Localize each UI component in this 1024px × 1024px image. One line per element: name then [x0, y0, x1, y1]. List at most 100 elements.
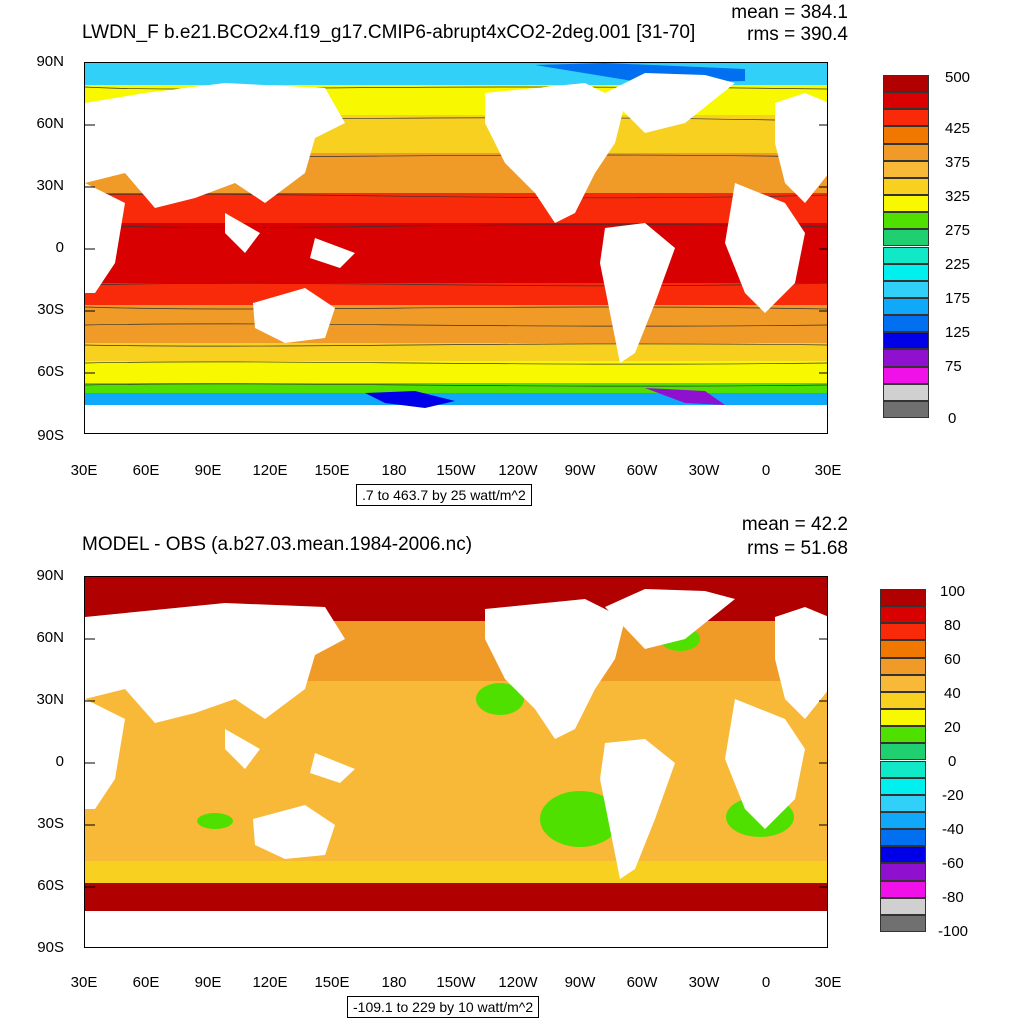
top-ylab-90s: 90S — [37, 427, 64, 444]
bottom-cbar-label-m80: -80 — [942, 889, 964, 906]
bottom-ylab-90s: 90S — [37, 939, 64, 956]
bottom-colorbar-cell — [880, 640, 926, 658]
top-colorbar-cell — [883, 383, 929, 401]
bottom-colorbar-cell — [880, 691, 926, 710]
bottom-xlab-180: 180 — [381, 974, 407, 991]
top-cbar-label-375: 375 — [945, 154, 971, 171]
top-xlab-60e: 60E — [132, 462, 160, 479]
bottom-colorbar-cell — [880, 914, 926, 932]
bottom-cbar-label-60: 60 — [944, 651, 961, 668]
top-ylab-90n: 90N — [36, 53, 64, 70]
bottom-colorbar-cell — [880, 657, 926, 675]
top-colorbar-cell — [883, 297, 929, 316]
bottom-cbar-label-m60: -60 — [942, 855, 964, 872]
bottom-colorbar-cell — [880, 811, 926, 830]
bottom-ylab-30s: 30S — [37, 815, 64, 832]
top-xlab-120e: 120E — [252, 462, 288, 479]
bottom-cbar-label-40: 40 — [944, 685, 961, 702]
bottom-colorbar-cell — [880, 880, 926, 898]
bottom-colorbar-cell — [880, 794, 926, 812]
top-map-field — [85, 63, 827, 433]
top-cbar-label-275: 275 — [945, 222, 971, 239]
top-colorbar-cell — [883, 229, 929, 247]
top-cbar-label-75: 75 — [945, 358, 962, 375]
bottom-cbar-label-0: 0 — [948, 753, 957, 770]
bottom-cbar-label-20: 20 — [944, 719, 961, 736]
top-cbar-label-125: 125 — [945, 324, 971, 341]
top-xlab-120w: 120W — [498, 462, 538, 479]
top-colorbar-cell — [883, 400, 929, 418]
top-colorbar-cell — [883, 246, 929, 264]
bottom-map-field — [85, 577, 827, 947]
bottom-xlab-120e: 120E — [252, 974, 288, 991]
bottom-colorbar-cell — [880, 897, 926, 915]
bottom-ylab-30n: 30N — [36, 691, 64, 708]
bottom-colorbar-cell — [880, 846, 926, 864]
bottom-map-plot — [84, 576, 828, 948]
bottom-xlab-30e: 30E — [70, 974, 98, 991]
top-colorbar-cell — [883, 126, 929, 144]
bottom-xlab-120w: 120W — [498, 974, 538, 991]
top-ylab-60n: 60N — [36, 115, 64, 132]
top-xlab-60w: 60W — [626, 462, 658, 479]
top-xlab-90e: 90E — [194, 462, 222, 479]
bottom-xlab-60w: 60W — [626, 974, 658, 991]
bottom-colorbar-cell — [880, 760, 926, 778]
top-map-plot — [84, 62, 828, 434]
bottom-cbar-label-m40: -40 — [942, 821, 964, 838]
bottom-colorbar-cell — [880, 606, 926, 624]
top-colorbar-cell — [883, 143, 929, 161]
bottom-colorbar-cell — [880, 863, 926, 881]
top-colorbar — [883, 75, 929, 418]
top-map-title: LWDN_F b.e21.BCO2x4.f19_g17.CMIP6-abrupt… — [82, 22, 696, 43]
bottom-cbar-label-m20: -20 — [942, 787, 964, 804]
top-xlab-90w: 90W — [564, 462, 596, 479]
top-ylab-0: 0 — [55, 239, 64, 256]
bottom-ylab-60s: 60S — [37, 877, 64, 894]
top-colorbar-cell — [883, 315, 929, 333]
bottom-cbar-label-m100: -100 — [938, 923, 969, 940]
bottom-ylab-0: 0 — [55, 753, 64, 770]
top-cbar-label-325: 325 — [945, 188, 971, 205]
bottom-xlab-150e: 150E — [314, 974, 350, 991]
bottom-colorbar-cell — [880, 674, 926, 692]
top-colorbar-cell — [883, 92, 929, 110]
top-colorbar-cell — [883, 212, 929, 230]
top-xlab-30e: 30E — [70, 462, 98, 479]
top-cbar-label-500: 500 — [945, 69, 971, 86]
bottom-ylab-60n: 60N — [36, 629, 64, 646]
top-colorbar-cell — [883, 332, 929, 350]
top-mean-stat: mean = 384.1 — [731, 2, 848, 23]
bottom-colorbar-cell — [880, 623, 926, 641]
top-contour-range: .7 to 463.7 by 25 watt/m^2 — [356, 484, 532, 506]
top-xlab-150w: 150W — [436, 462, 476, 479]
bottom-xlab-30e-end: 30E — [814, 974, 842, 991]
bottom-rms-stat: rms = 51.68 — [747, 538, 848, 559]
bottom-colorbar-cell — [880, 709, 926, 727]
top-colorbar-cell — [883, 109, 929, 127]
top-colorbar-cell — [883, 75, 929, 93]
top-colorbar-cell — [883, 263, 929, 281]
bottom-colorbar-cell — [880, 726, 926, 744]
bottom-colorbar-cell — [880, 777, 926, 795]
top-cbar-label-425: 425 — [945, 120, 971, 137]
top-xlab-180: 180 — [381, 462, 407, 479]
bottom-xlab-90e: 90E — [194, 974, 222, 991]
bottom-colorbar — [880, 589, 926, 932]
top-xlab-30e-end: 30E — [814, 462, 842, 479]
top-cbar-label-225: 225 — [945, 256, 971, 273]
top-cbar-label-0: 0 — [948, 410, 957, 427]
top-colorbar-cell — [883, 366, 929, 384]
bottom-cbar-label-100: 100 — [940, 583, 966, 600]
top-ylab-30n: 30N — [36, 177, 64, 194]
bottom-colorbar-cell — [880, 829, 926, 847]
top-xlab-30w: 30W — [688, 462, 720, 479]
bottom-map-title: MODEL - OBS (a.b27.03.mean.1984-2006.nc) — [82, 534, 473, 555]
bottom-contour-range: -109.1 to 229 by 10 watt/m^2 — [347, 996, 540, 1018]
bottom-xlab-0: 0 — [761, 974, 771, 991]
top-ylab-60s: 60S — [37, 363, 64, 380]
top-colorbar-cell — [883, 349, 929, 367]
bottom-ylab-90n: 90N — [36, 567, 64, 584]
bottom-colorbar-cell — [880, 743, 926, 761]
bottom-xlab-90w: 90W — [564, 974, 596, 991]
